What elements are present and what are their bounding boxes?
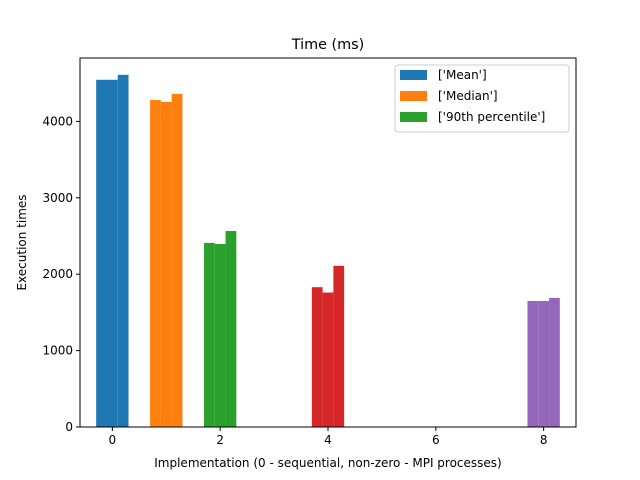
legend-swatch-median	[400, 91, 427, 101]
bar-1-2	[160, 101, 172, 428]
legend-swatch-mean	[400, 70, 427, 80]
bar-4-1	[311, 287, 323, 427]
x-tick-label: 2	[216, 433, 224, 447]
x-tick-label: 0	[109, 433, 117, 447]
y-axis-ticks: 0 1000 2000 3000 4000	[42, 114, 80, 434]
bars	[96, 74, 560, 428]
bar-0-2	[106, 79, 118, 428]
bar-4-3	[333, 265, 345, 427]
bar-2-2	[214, 244, 226, 427]
bar-2-3	[225, 231, 237, 427]
x-tick-label: 8	[540, 433, 548, 447]
legend-swatch-90th-percentile	[400, 112, 427, 122]
legend-label-90th-percentile: ['90th percentile']	[438, 110, 545, 124]
y-tick-label: 3000	[42, 191, 73, 205]
bar-1-3	[171, 93, 183, 427]
y-axis-label: Execution times	[15, 194, 29, 290]
bar-8-1	[527, 300, 539, 427]
x-tick-label: 6	[432, 433, 440, 447]
y-tick-label: 4000	[42, 114, 73, 128]
bar-8-3	[549, 297, 560, 427]
x-axis-label: Implementation (0 - sequential, non-zero…	[154, 456, 501, 470]
legend: ['Mean'] ['Median'] ['90th percentile']	[394, 64, 570, 133]
y-tick-label: 2000	[42, 267, 73, 281]
legend-label-median: ['Median']	[438, 89, 498, 103]
legend-label-mean: ['Mean']	[438, 68, 487, 82]
bar-2-1	[204, 242, 215, 427]
bar-1-1	[150, 100, 161, 428]
bar-4-2	[322, 292, 334, 427]
y-tick-label: 1000	[42, 344, 73, 358]
x-tick-label: 4	[324, 433, 332, 447]
bar-0-3	[117, 74, 129, 427]
x-axis-ticks: 0 2 4 6 8	[109, 427, 548, 447]
legend-box	[394, 64, 570, 133]
axes-frame	[79, 57, 577, 428]
y-tick-label: 0	[65, 420, 73, 434]
bar-8-2	[538, 300, 550, 427]
bar-0-1	[96, 79, 107, 428]
chart-title: Time (ms)	[291, 37, 365, 53]
